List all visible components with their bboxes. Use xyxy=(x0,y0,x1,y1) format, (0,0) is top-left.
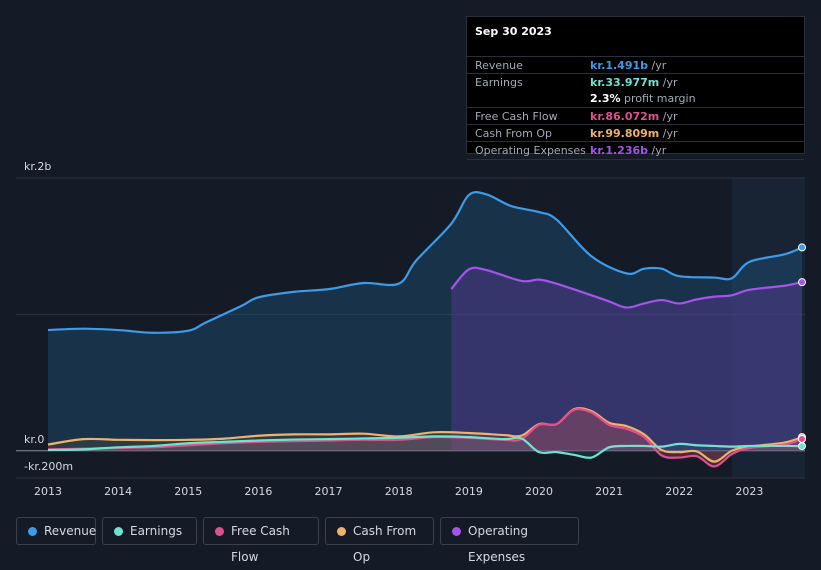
x-tick-label: 2014 xyxy=(104,485,132,498)
profit-margin-label: profit margin xyxy=(624,92,696,105)
legend-label: Revenue xyxy=(44,524,97,538)
tooltip-label: Cash From Op xyxy=(475,127,553,140)
legend-label: Operating Expenses xyxy=(468,524,528,564)
tooltip-value: kr.86.072m xyxy=(590,110,660,123)
tooltip-row-revenue: Revenue kr.1.491b /yr xyxy=(467,56,804,74)
earnings-endpoint xyxy=(798,442,806,451)
revenue-dot-icon xyxy=(28,527,37,536)
legend-item-earnings[interactable]: Earnings xyxy=(102,517,197,545)
operating-expenses-line xyxy=(450,266,803,309)
revenue-area xyxy=(48,192,802,451)
tooltip-label: Free Cash Flow xyxy=(475,110,558,123)
tooltip: Sep 30 2023 Revenue kr.1.491b /yr Earnin… xyxy=(466,16,805,160)
operating-expenses-dot-icon xyxy=(452,527,461,536)
operating-expenses-endpoint xyxy=(798,278,806,287)
tooltip-value: kr.33.977m xyxy=(590,76,660,89)
tooltip-label: Revenue xyxy=(475,59,523,72)
series-areas xyxy=(48,192,802,467)
free-cash-flow-endpoint xyxy=(798,435,806,443)
tooltip-value: kr.1.236b xyxy=(590,144,649,157)
tooltip-unit: /yr xyxy=(651,59,667,72)
legend-item-cash-from-op[interactable]: Cash From Op xyxy=(325,517,434,564)
y-label-zero: kr.0 xyxy=(24,433,44,446)
x-tick-label: 2019 xyxy=(455,485,483,498)
tooltip-label: Operating Expenses xyxy=(475,144,586,157)
gridlines xyxy=(16,177,805,479)
tooltip-row-opex: Operating Expenses kr.1.236b /yr xyxy=(467,141,804,160)
x-tick-label: 2017 xyxy=(315,485,343,498)
operating-expenses-area xyxy=(451,267,802,451)
revenue-line xyxy=(47,191,803,334)
forecast-region xyxy=(731,178,805,478)
x-tick-label: 2016 xyxy=(244,485,272,498)
cash-from-op-area xyxy=(48,408,802,462)
free-cash-flow-line xyxy=(47,407,803,468)
tooltip-unit: /yr xyxy=(651,144,667,157)
revenue-endpoint xyxy=(798,243,806,252)
x-tick-label: 2021 xyxy=(595,485,623,498)
tooltip-row-cfo: Cash From Op kr.99.809m /yr xyxy=(467,124,804,142)
legend-label: Earnings xyxy=(130,524,183,538)
legend-item-operating-expenses[interactable]: Operating Expenses xyxy=(440,517,579,564)
earnings-line xyxy=(47,435,803,459)
x-tick-label: 2020 xyxy=(525,485,553,498)
x-tick-label: 2023 xyxy=(735,485,763,498)
tooltip-unit: /yr xyxy=(662,110,678,123)
series-endpoints xyxy=(798,243,806,451)
series-lines xyxy=(47,191,803,468)
x-axis: 2013 2014 2015 2016 2017 2018 2019 2020 2021 2022… xyxy=(34,485,763,498)
tooltip-value: kr.99.809m xyxy=(590,127,660,140)
cash-from-op-dot-icon xyxy=(337,527,346,536)
tooltip-row-margin: 2.3% profit margin xyxy=(467,90,804,107)
x-tick-label: 2018 xyxy=(385,485,413,498)
tooltip-unit: /yr xyxy=(662,127,678,140)
tooltip-row-earnings: Earnings kr.33.977m /yr xyxy=(467,73,804,91)
tooltip-date: Sep 30 2023 xyxy=(475,25,552,38)
tooltip-row-fcf: Free Cash Flow kr.86.072m /yr xyxy=(467,107,804,125)
x-tick-label: 2015 xyxy=(174,485,202,498)
y-label-top: kr.2b xyxy=(24,160,51,173)
legend-item-free-cash-flow[interactable]: Free Cash Flow xyxy=(203,517,319,564)
tooltip-value: kr.1.491b xyxy=(590,59,649,72)
cash-from-op-line xyxy=(47,407,803,463)
legend-item-revenue[interactable]: Revenue xyxy=(16,517,96,545)
earnings-dot-icon xyxy=(114,527,123,536)
free-cash-flow-dot-icon xyxy=(215,527,224,536)
tooltip-unit: /yr xyxy=(662,76,678,89)
y-label-bottom: -kr.200m xyxy=(24,460,73,473)
x-tick-label: 2013 xyxy=(34,485,62,498)
x-tick-label: 2022 xyxy=(665,485,693,498)
forecast-shade xyxy=(731,178,805,478)
profit-margin-value: 2.3% xyxy=(590,92,621,105)
tooltip-label: Earnings xyxy=(475,76,523,89)
